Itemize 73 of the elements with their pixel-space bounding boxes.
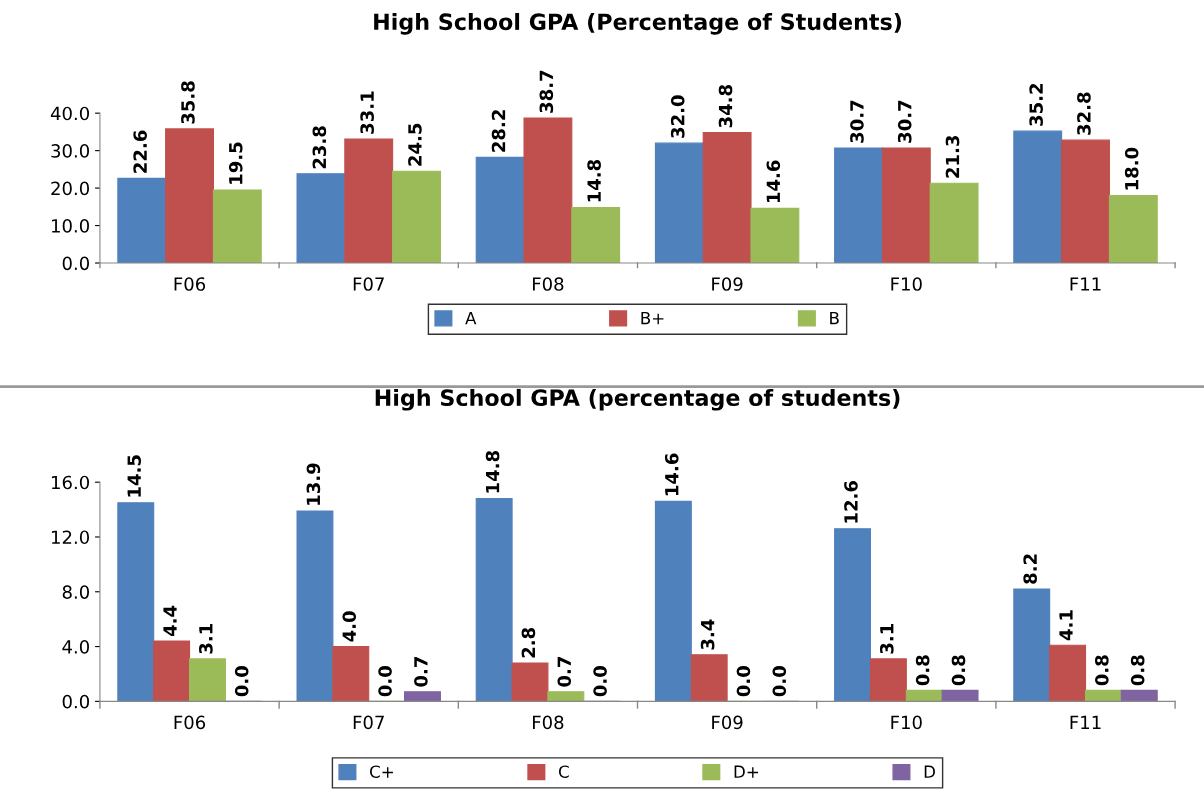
data-label: 0.0 xyxy=(378,666,392,697)
legend-label: D xyxy=(924,765,935,778)
data-label: 4.1 xyxy=(1059,610,1073,641)
data-label: 30.7 xyxy=(850,100,864,143)
legend-label: B+ xyxy=(641,311,664,325)
data-label: 0.0 xyxy=(736,666,751,697)
data-label: 8.2 xyxy=(1023,554,1037,584)
data-label: 23.8 xyxy=(312,126,327,169)
data-label: 38.7 xyxy=(539,70,554,113)
data-label: 0.0 xyxy=(593,666,607,697)
x-tick-label: F09 xyxy=(712,715,743,730)
legend-label: C xyxy=(558,765,569,778)
y-tick-label: 40.0 xyxy=(50,106,90,121)
data-label: 4.0 xyxy=(342,611,357,642)
x-tick-label: F10 xyxy=(891,715,922,730)
y-tick-label: 16.0 xyxy=(51,475,90,490)
data-label: 0.8 xyxy=(915,655,930,686)
x-tick-label: F07 xyxy=(353,277,384,291)
x-tick-label: F11 xyxy=(1070,715,1101,729)
data-label: 3.1 xyxy=(199,623,213,654)
y-tick-label: 0.0 xyxy=(62,256,90,271)
data-label: 14.6 xyxy=(766,160,781,203)
y-tick-label: 10.0 xyxy=(51,219,90,233)
x-tick-label: F08 xyxy=(533,715,564,730)
data-label: 35.8 xyxy=(181,81,195,124)
legend-label: D+ xyxy=(734,765,759,778)
data-label: 3.4 xyxy=(700,619,715,650)
data-label: 35.2 xyxy=(1029,84,1043,126)
data-label: 32.0 xyxy=(670,95,685,138)
data-label: 24.5 xyxy=(408,123,422,166)
x-tick-label: F06 xyxy=(174,715,206,730)
data-label: 19.5 xyxy=(228,142,243,184)
y-tick-label: 30.0 xyxy=(51,144,90,158)
data-label: 3.1 xyxy=(879,623,894,654)
data-label: 14.5 xyxy=(127,455,142,497)
data-label: 22.6 xyxy=(133,130,147,173)
y-tick-label: 12.0 xyxy=(51,530,90,545)
x-tick-label: F08 xyxy=(533,277,564,291)
data-label: 0.7 xyxy=(414,657,428,687)
x-tick-label: F06 xyxy=(174,277,206,291)
legend-label: B xyxy=(830,311,839,325)
data-label: 13.9 xyxy=(306,463,321,505)
y-tick-label: 4.0 xyxy=(62,640,90,654)
data-label: 18.0 xyxy=(1124,147,1139,190)
data-label: 4.4 xyxy=(163,605,177,637)
legend-label: A xyxy=(465,311,477,325)
chart-title: High School GPA (percentage of students) xyxy=(375,388,900,411)
x-tick-label: F07 xyxy=(353,715,384,730)
data-label: 0.0 xyxy=(772,666,787,697)
data-label: 30.7 xyxy=(897,100,912,143)
x-tick-label: F09 xyxy=(712,277,743,291)
data-label: 12.6 xyxy=(844,481,858,523)
x-tick-label: F11 xyxy=(1070,277,1101,291)
data-label: 2.8 xyxy=(521,627,536,658)
data-label: 0.8 xyxy=(1095,655,1109,686)
x-tick-label: F10 xyxy=(891,277,922,291)
data-label: 21.3 xyxy=(945,135,960,178)
y-tick-label: 20.0 xyxy=(51,181,90,196)
data-label: 0.8 xyxy=(951,655,966,686)
data-label: 14.8 xyxy=(485,451,500,493)
chart-title: High School GPA (Percentage of Students) xyxy=(374,12,902,35)
data-label: 33.1 xyxy=(360,91,374,134)
data-label: 0.7 xyxy=(557,657,572,687)
data-label: 34.8 xyxy=(718,85,733,128)
y-tick-label: 0.0 xyxy=(62,694,90,709)
data-label: 0.0 xyxy=(234,666,249,697)
data-label: 14.8 xyxy=(587,159,601,202)
data-label: 0.8 xyxy=(1130,655,1145,686)
y-tick-label: 8.0 xyxy=(62,585,90,599)
data-label: 28.2 xyxy=(491,110,506,152)
data-label: 14.6 xyxy=(664,453,679,496)
data-label: 32.8 xyxy=(1077,92,1091,135)
legend-label: C+ xyxy=(370,765,393,778)
